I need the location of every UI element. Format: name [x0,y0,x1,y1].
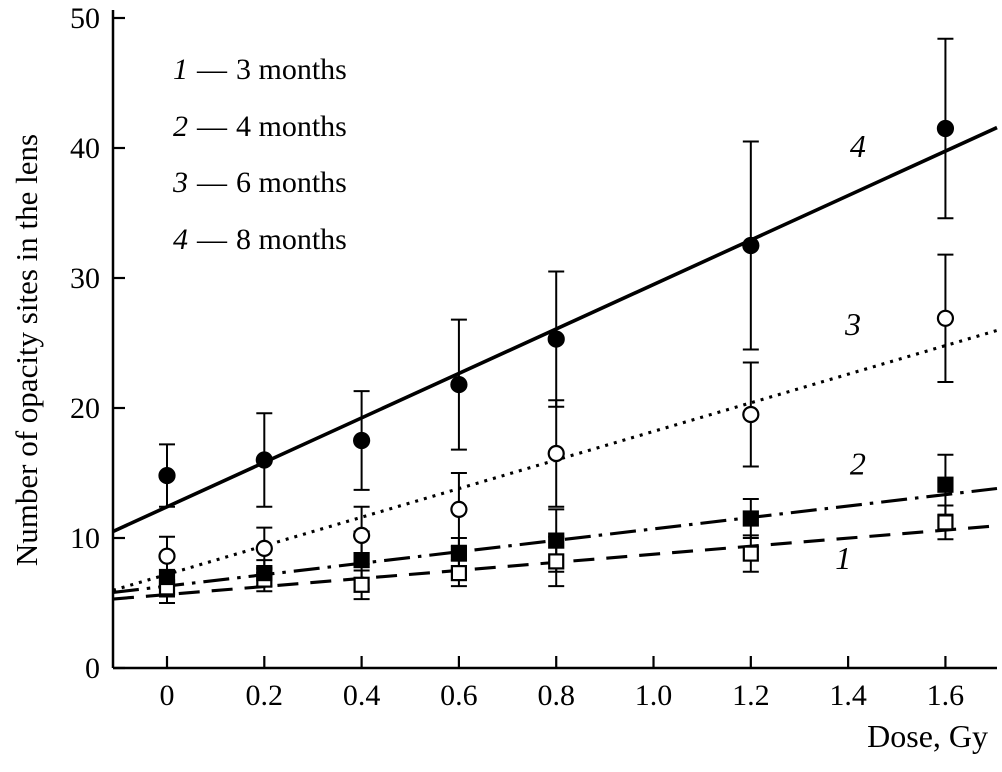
legend: 1 — 3 months 2 — 4 months 3 — 6 months 4… [173,42,347,268]
marker-circle-open [158,547,176,565]
marker-circle-filled [158,467,176,485]
legend-item-number: 2 [173,109,188,143]
marker-square-filled [353,551,370,569]
legend-separator: — [197,222,227,256]
y-tick-label: 0 [85,652,100,685]
marker-square-open [548,553,565,570]
legend-item-label: 4 months [236,109,347,143]
marker-circle-open [450,500,468,518]
legend-item-number: 3 [173,166,188,200]
y-tick-label: 30 [70,262,100,295]
marker-square-filled [548,532,565,549]
legend-separator: — [197,53,227,87]
x-axis-title: Dose, Gy [867,718,988,754]
marker-square-open [353,576,370,593]
y-tick-label: 40 [70,132,100,165]
legend-item-4-months: 2 — 4 months [173,99,347,156]
curve-label-2: 2 [850,445,866,481]
y-axis-title: Number of opacity sites in the lens [9,133,44,567]
marker-circle-filled [353,431,371,450]
x-tick-label: 0.2 [246,679,284,712]
marker-square-filled [256,564,273,582]
x-tick-label: 1.0 [635,679,673,712]
marker-square-filled [937,476,954,493]
y-tick-label: 50 [70,2,100,35]
x-tick-label: 0.4 [343,679,381,712]
legend-separator: — [197,109,227,143]
marker-circle-filled [450,376,468,394]
marker-circle-open [255,539,273,558]
x-tick-label: 1.4 [829,679,867,712]
marker-circle-filled [547,330,565,348]
legend-item-3-months: 1 — 3 months [173,42,347,99]
legend-separator: — [197,166,227,200]
marker-circle-filled [742,236,760,255]
marker-circle-filled [936,119,955,138]
y-tick-label: 10 [70,522,100,555]
marker-circle-open [547,444,565,463]
x-tick-label: 0.8 [537,679,575,712]
marker-circle-filled [255,451,273,469]
legend-item-label: 3 months [236,53,347,87]
marker-square-filled [450,545,468,562]
legend-item-label: 8 months [236,222,347,256]
legend-item-number: 1 [173,53,188,87]
legend-item-6-months: 3 — 6 months [173,155,347,212]
marker-square-open [937,514,954,531]
marker-square-filled [158,568,176,586]
marker-square-open [742,545,759,562]
marker-circle-open [936,309,955,327]
legend-item-8-months: 4 — 8 months [173,212,347,269]
marker-circle-open [353,526,371,545]
curve-label-3: 3 [844,306,861,342]
legend-item-label: 6 months [236,166,347,200]
x-tick-label: 1.6 [927,679,965,712]
x-tick-label: 0 [160,679,175,712]
marker-square-filled [742,510,759,527]
marker-circle-open [742,405,760,424]
x-tick-label: 1.2 [732,679,770,712]
x-tick-label: 0.6 [440,679,478,712]
curve-label-4: 4 [850,128,866,164]
legend-item-number: 4 [173,222,188,256]
curve-label-1: 1 [835,540,851,576]
marker-square-open [450,564,468,582]
y-tick-label: 20 [70,392,100,425]
